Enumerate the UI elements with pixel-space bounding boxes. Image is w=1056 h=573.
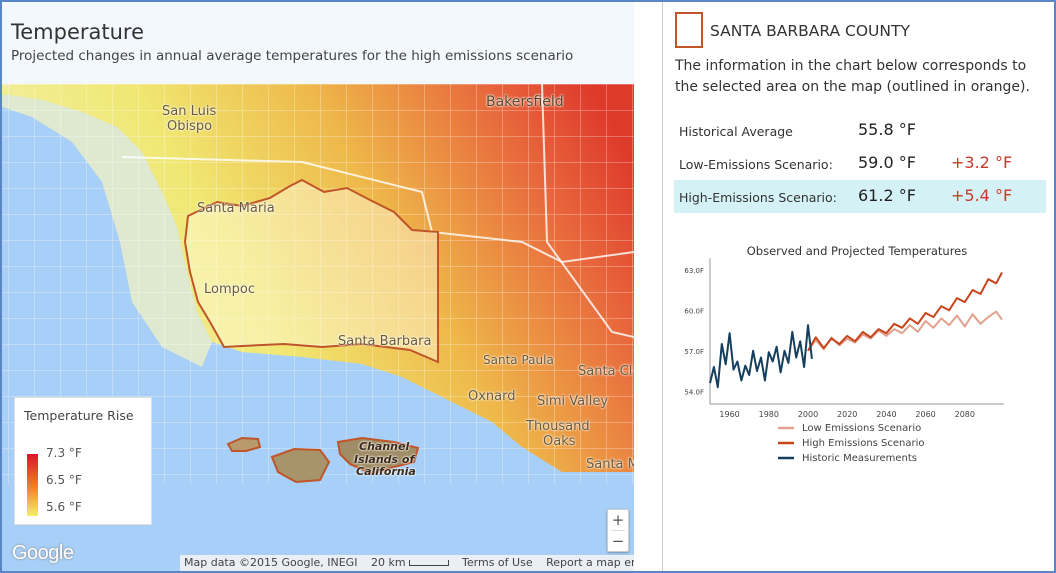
legend-title: Temperature Rise — [24, 408, 134, 423]
y-tick-label: 60.0F — [684, 307, 704, 315]
map-title: Temperature — [11, 20, 145, 44]
map-data-text: Map data ©2015 Google, INEGI — [184, 556, 358, 569]
legend-min-value: 5.6 °F — [46, 500, 82, 514]
stat-label: Low-Emissions Scenario: — [679, 157, 833, 172]
temperature-chart: Observed and Projected Temperatures 54.0F… — [684, 244, 1004, 464]
selected-county-outline[interactable] — [183, 178, 439, 364]
terms-of-use-link[interactable]: Terms of Use — [462, 556, 533, 569]
google-logo[interactable]: Google — [12, 542, 74, 564]
chart-title: Observed and Projected Temperatures — [747, 244, 968, 258]
x-tick-label: 2060 — [915, 410, 935, 419]
legend-mid-value: 6.5 °F — [46, 473, 82, 487]
place-label-san-luis-obispo: San Luis — [162, 104, 217, 119]
stat-label: Historical Average — [679, 124, 793, 139]
series-line — [709, 324, 813, 389]
scale-bar — [408, 560, 449, 566]
legend-max-value: 7.3 °F — [46, 446, 82, 460]
scale-indicator[interactable]: 20 km — [371, 556, 449, 569]
place-label-thousand-oaks-2: Oaks — [543, 434, 576, 449]
map-header: Temperature Projected changes in annual … — [2, 2, 634, 84]
place-label-oxnard: Oxnard — [468, 389, 516, 404]
place-label-bakersfield: Bakersfield — [486, 94, 564, 110]
stat-value: 55.8 °F — [858, 120, 916, 139]
map-attribution: Map data ©2015 Google, INEGI 20 km Terms… — [180, 555, 634, 571]
zoom-divider — [611, 530, 625, 531]
stat-value: 59.0 °F — [858, 153, 916, 172]
place-label-santa-clarita: Santa Cl — [578, 364, 633, 379]
county-name: SANTA BARBARA COUNTY — [710, 22, 910, 40]
map-subtitle: Projected changes in annual average temp… — [11, 48, 574, 64]
zoom-out-button[interactable]: − — [611, 532, 625, 550]
x-tick-label: 1960 — [719, 410, 739, 419]
y-tick-label: 57.0F — [684, 348, 704, 356]
place-label-channel-islands-2: Islands of — [354, 453, 415, 466]
place-label-santa-barbara: Santa Barbara — [338, 334, 432, 349]
report-map-error-link[interactable]: Report a map error — [546, 556, 634, 569]
place-label-lompoc: Lompoc — [204, 282, 255, 297]
place-label-santa-monica: Santa M — [586, 457, 634, 472]
map-view[interactable]: San Luis Obispo Bakersfield Santa Maria … — [2, 2, 634, 571]
series-line — [807, 272, 1003, 352]
temperature-legend: Temperature Rise 7.3 °F 6.5 °F 5.6 °F — [14, 397, 152, 525]
zoom-control: + − — [607, 509, 629, 552]
place-label-thousand-oaks: Thousand — [526, 419, 590, 434]
stat-value: 61.2 °F — [858, 186, 916, 205]
legend-entry: Low Emissions Scenario — [802, 423, 921, 434]
stat-label: High-Emissions Scenario: — [679, 190, 837, 205]
stat-row-historical: Historical Average 55.8 °F — [674, 114, 1046, 147]
stat-row-high-emissions: High-Emissions Scenario: 61.2 °F +5.4 °F — [674, 180, 1046, 213]
y-tick-label: 63.0F — [684, 267, 704, 275]
county-line-2 — [541, 83, 634, 338]
stat-diff: +5.4 °F — [951, 186, 1013, 205]
scale-label: 20 km — [370, 556, 406, 569]
county-outline-swatch — [675, 12, 703, 48]
place-label-santa-maria: Santa Maria — [197, 201, 275, 216]
legend-color-bar — [27, 454, 38, 516]
place-label-channel-islands: Channel — [359, 440, 410, 453]
x-tick-label: 1980 — [759, 410, 779, 419]
info-panel: SANTA BARBARA COUNTY The information in … — [664, 2, 1054, 571]
info-description: The information in the chart below corre… — [675, 58, 1030, 95]
legend-entry: Historic Measurements — [802, 453, 917, 464]
zoom-in-button[interactable]: + — [611, 511, 625, 529]
stat-row-low-emissions: Low-Emissions Scenario: 59.0 °F +3.2 °F — [674, 147, 1046, 180]
place-label-santa-paula: Santa Paula — [483, 353, 554, 367]
x-tick-label: 2000 — [798, 410, 818, 419]
x-tick-label: 2040 — [876, 410, 896, 419]
island-san-miguel[interactable] — [226, 436, 262, 452]
x-tick-label: 2080 — [955, 410, 975, 419]
stat-diff: +3.2 °F — [951, 153, 1013, 172]
series-line — [807, 310, 1003, 352]
place-label-san-luis-obispo-2: Obispo — [167, 119, 213, 134]
place-label-simi-valley: Simi Valley — [537, 394, 609, 409]
legend-entry: High Emissions Scenario — [802, 438, 925, 449]
y-tick-label: 54.0F — [684, 388, 704, 396]
island-santa-rosa[interactable] — [270, 447, 331, 484]
x-tick-label: 2020 — [837, 410, 857, 419]
panel-divider — [662, 2, 663, 571]
place-label-channel-islands-3: California — [356, 465, 416, 478]
island-santa-cruz[interactable] — [336, 436, 420, 476]
